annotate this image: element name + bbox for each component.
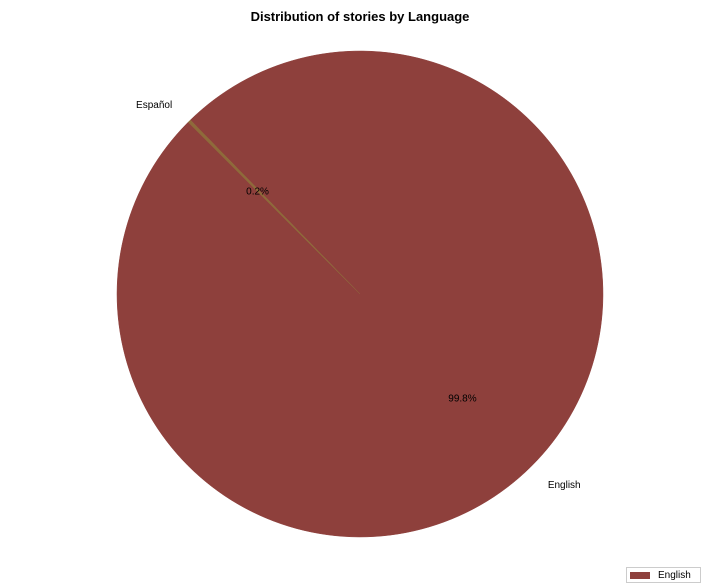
chart-title: Distribution of stories by Language [250, 9, 470, 24]
slice-percent-english: 99.8% [448, 394, 476, 405]
pie-slice-espanol [187, 119, 361, 295]
legend: English [626, 567, 701, 583]
slice-label-espanol: Español [136, 100, 172, 111]
slice-label-english: English [548, 480, 581, 491]
slice-percent-espanol: 0.2% [246, 186, 269, 197]
